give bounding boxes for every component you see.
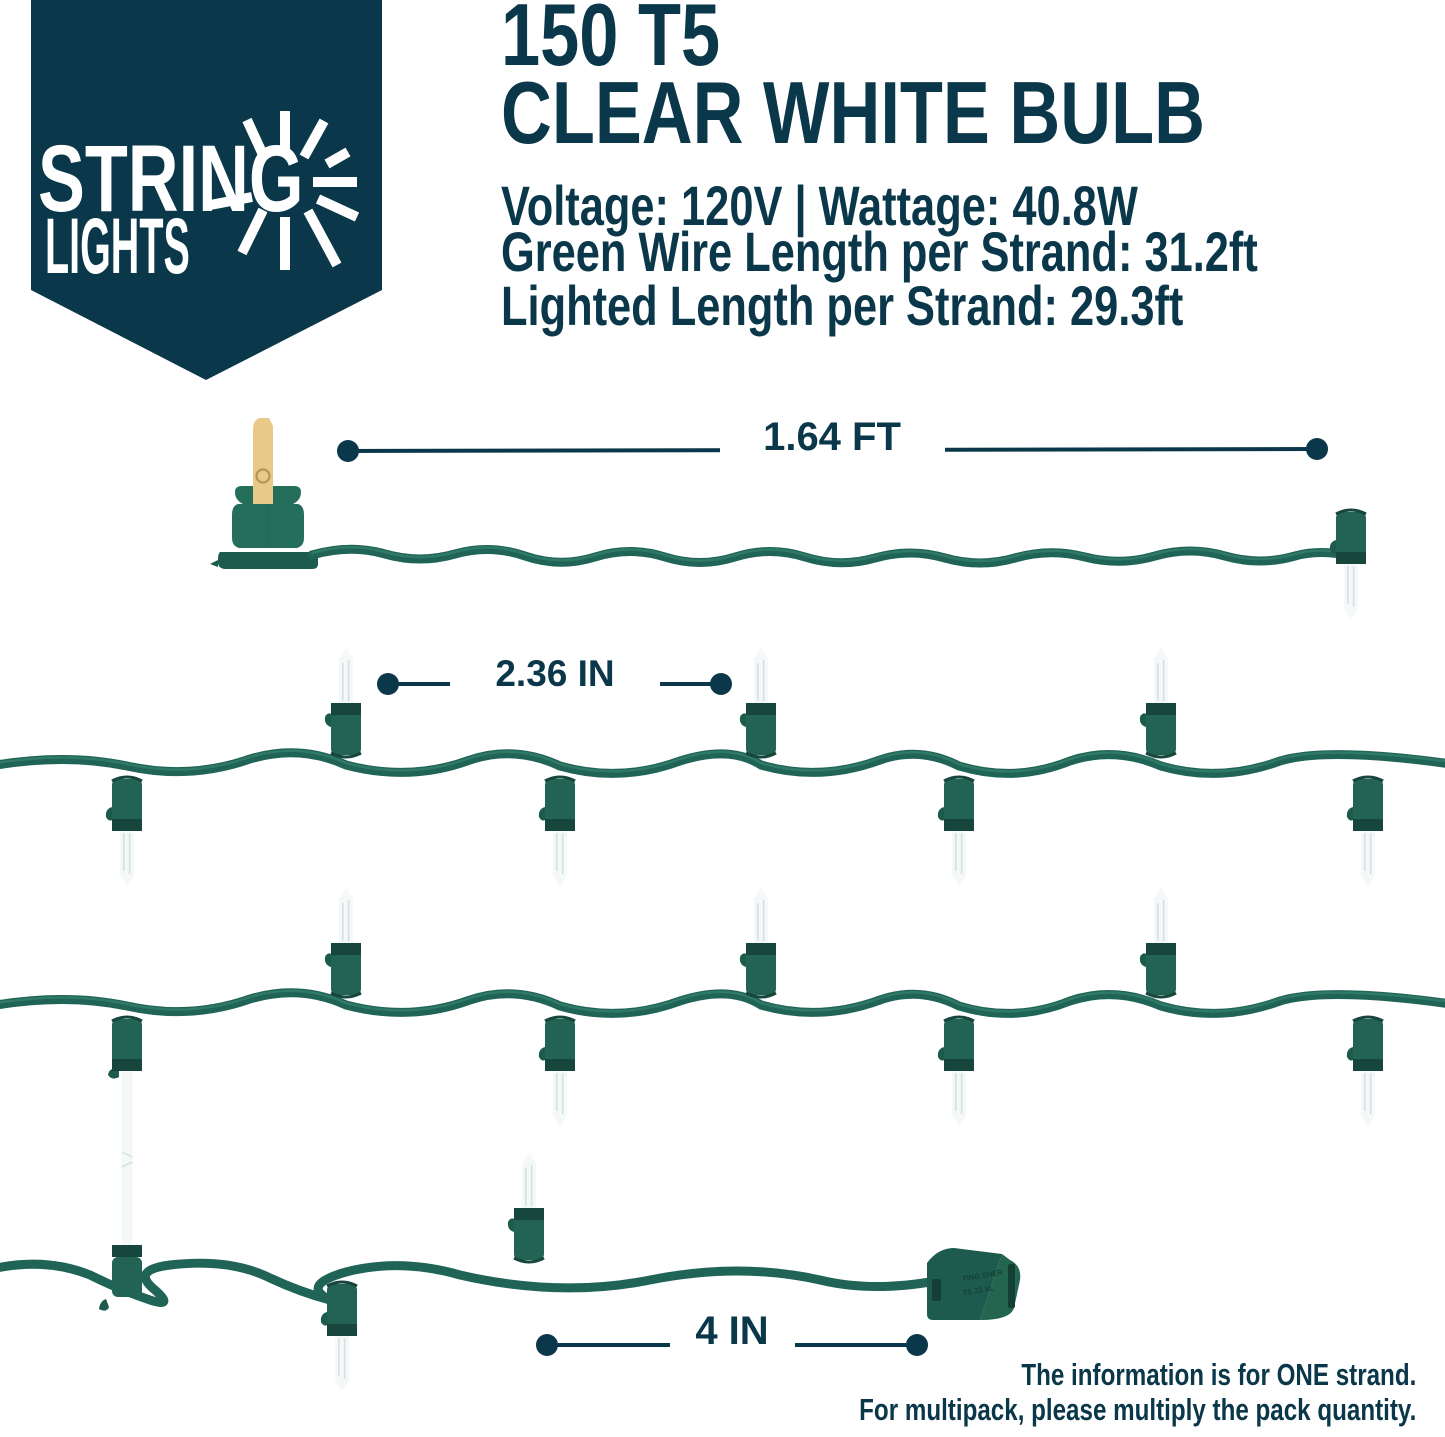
svg-text:2.36 IN: 2.36 IN bbox=[495, 653, 614, 694]
svg-text:1.64 FT: 1.64 FT bbox=[763, 415, 901, 459]
svg-text:4 IN: 4 IN bbox=[695, 1309, 768, 1353]
